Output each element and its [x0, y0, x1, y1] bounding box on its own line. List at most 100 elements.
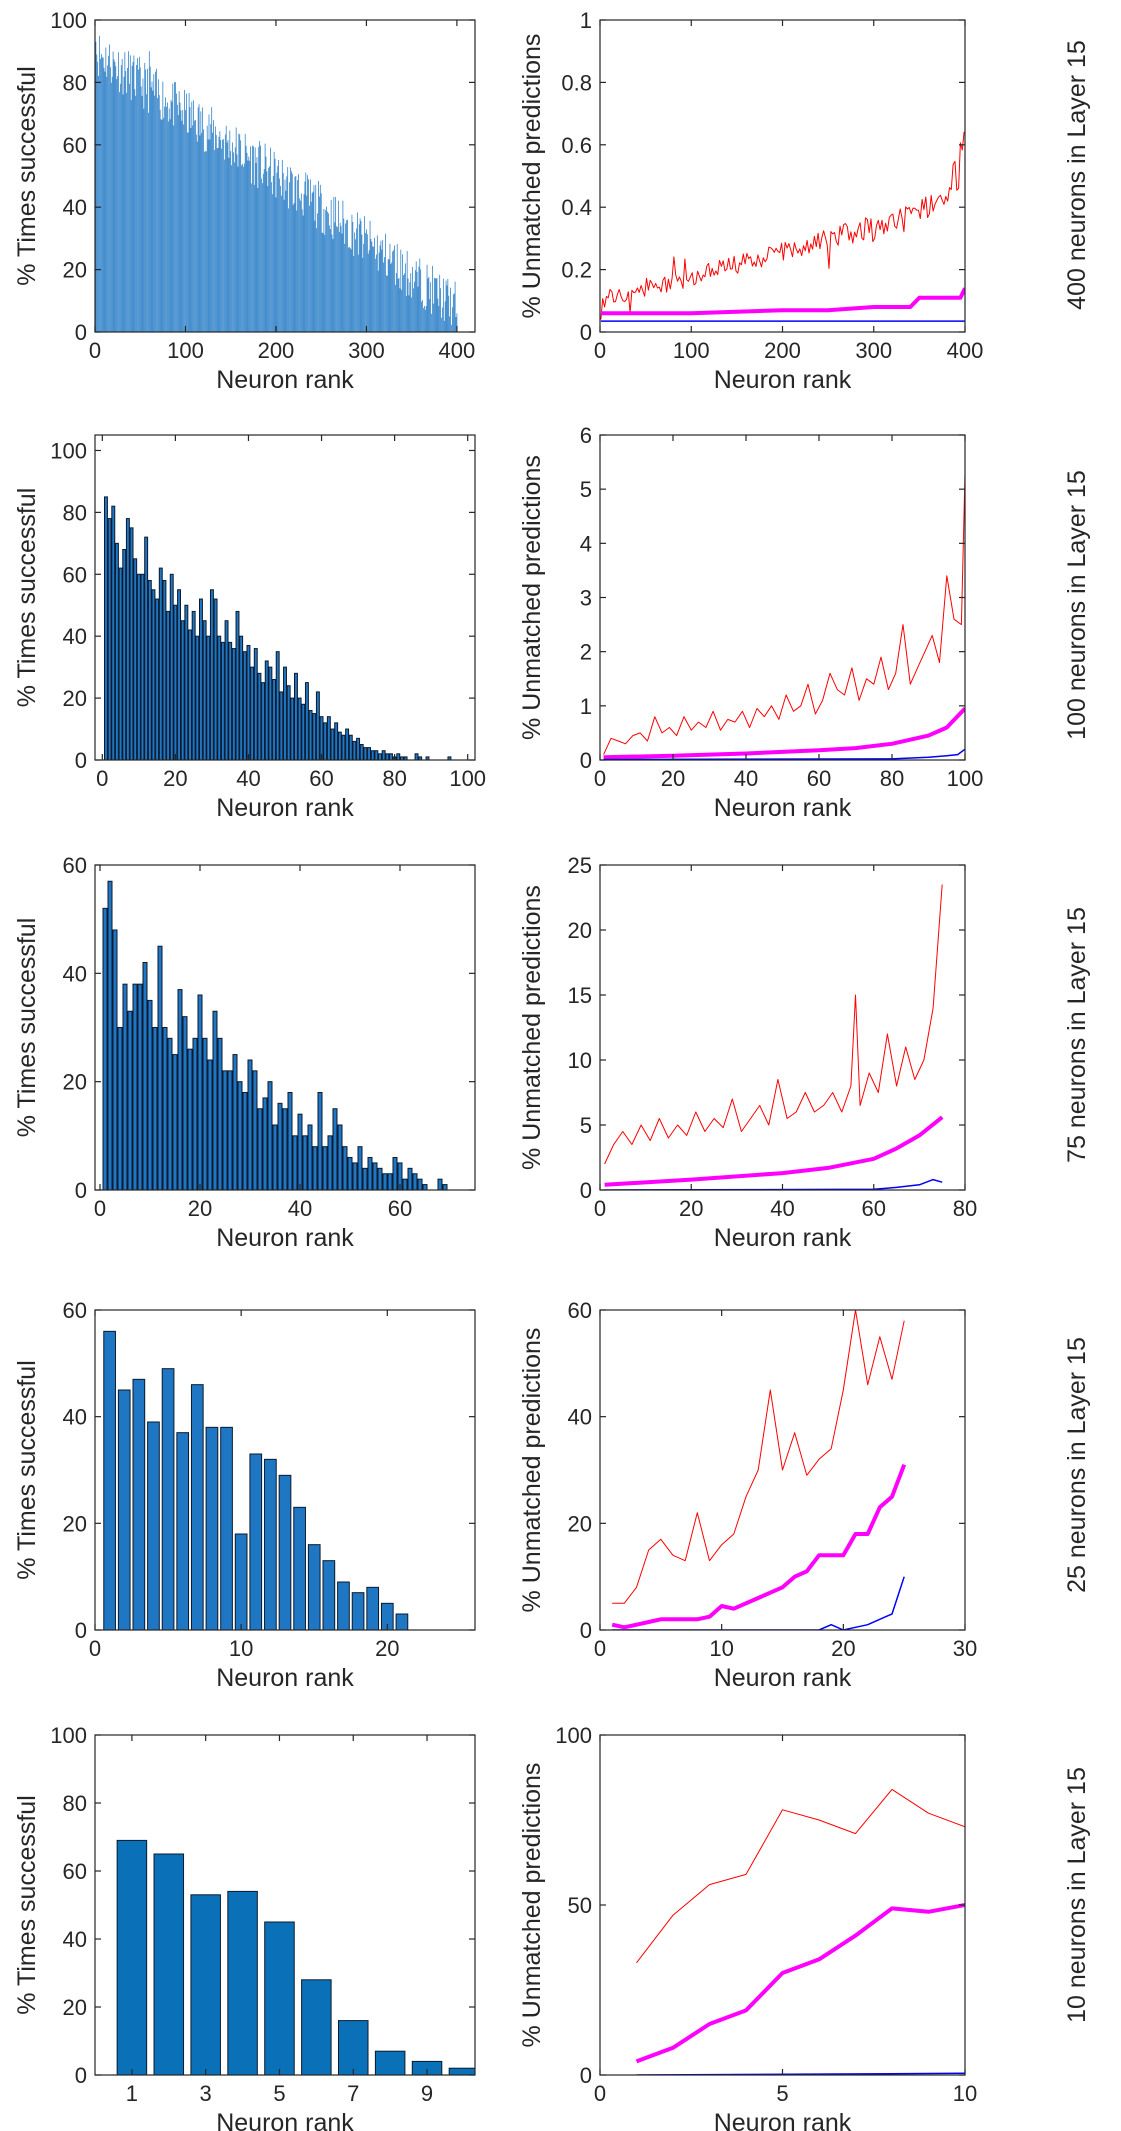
bar [423, 308, 424, 332]
bar [387, 1173, 393, 1190]
bar [304, 181, 306, 332]
bar [313, 185, 315, 332]
bar [123, 76, 125, 332]
y-tick-label: 0.2 [561, 258, 592, 283]
bar [417, 286, 419, 332]
bar [248, 156, 250, 332]
bar [426, 264, 428, 332]
bar [199, 135, 201, 332]
bar [142, 962, 148, 1190]
bar [239, 134, 241, 332]
bar [161, 119, 163, 332]
bar [132, 61, 134, 332]
bar [133, 558, 138, 760]
bar [257, 672, 262, 760]
bar [348, 734, 353, 760]
bar [176, 93, 177, 332]
bar [339, 222, 341, 332]
bar [396, 753, 401, 760]
plot-area [603, 472, 965, 760]
y-tick-label: 100 [555, 1723, 592, 1748]
bar [418, 266, 420, 332]
bar [188, 93, 190, 332]
bar [179, 102, 181, 332]
bar [150, 87, 152, 332]
bar [418, 756, 423, 760]
bar [247, 160, 249, 332]
bar [340, 226, 342, 332]
bar [271, 182, 272, 332]
x-tick-label: 100 [673, 338, 710, 363]
bar [287, 1092, 293, 1190]
bar [206, 635, 211, 760]
x-axis-label: Neuron rank [714, 1664, 852, 1692]
bar [195, 120, 196, 332]
bar [163, 118, 165, 332]
bar [351, 1592, 365, 1630]
bar [337, 2020, 369, 2075]
y-tick-label: 0 [75, 320, 87, 345]
bar [359, 744, 364, 760]
bar [122, 983, 128, 1190]
bar [141, 95, 143, 332]
bar [241, 165, 242, 332]
bar [308, 179, 309, 332]
bar [420, 269, 422, 332]
bar [149, 66, 151, 332]
bar [448, 2067, 475, 2075]
bar [211, 107, 213, 332]
bar [347, 219, 348, 332]
bar [440, 288, 441, 332]
bar [98, 75, 99, 332]
y-tick-label: 80 [63, 70, 87, 95]
y-tick-label: 0 [75, 2063, 87, 2088]
bar [217, 635, 222, 760]
bar [170, 99, 172, 332]
bar [208, 114, 210, 332]
bar [380, 1602, 394, 1630]
bar [432, 265, 433, 332]
bar [129, 55, 131, 332]
bar [448, 295, 450, 332]
panel-5: 0 20 40 60 0 20 40 60 Neuron rank % Times success… [13, 853, 476, 1252]
bar [442, 1184, 448, 1190]
bar [301, 703, 306, 760]
bar [369, 220, 371, 332]
bar [199, 598, 203, 760]
bar [242, 1092, 248, 1190]
bar [397, 278, 399, 332]
bar [186, 93, 187, 332]
bar [144, 536, 149, 760]
series-blue-line [603, 748, 965, 760]
bar [376, 254, 377, 332]
bar [140, 573, 145, 760]
x-tick-label: 60 [862, 1196, 886, 1221]
bar [315, 184, 317, 332]
row-label-2: 100 neurons in Layer 15 [1063, 470, 1091, 740]
bar [182, 110, 184, 332]
bar [106, 76, 108, 332]
bar [383, 262, 384, 332]
bar [168, 108, 170, 332]
x-tick-label: 60 [388, 1196, 412, 1221]
bar [309, 179, 311, 332]
panel-8: 0 10 20 30 0 20 40 60 Neuron rank % Unmatched pre… [518, 1298, 977, 1692]
bar [172, 1054, 178, 1190]
panel-6: 0 20 40 60 80 0 5 10 15 20 25 Neuron rank % Unmatche… [518, 853, 977, 1252]
bar [131, 65, 133, 332]
y-axis-label: % Times successful [13, 1795, 41, 2015]
x-tick-label: 100 [947, 766, 984, 791]
bar [278, 1474, 292, 1630]
panel-7: 0 10 20 0 20 40 60 Neuron rank % Times successfu… [13, 1298, 476, 1692]
bar [153, 74, 155, 332]
bar [367, 1157, 373, 1190]
bar [354, 232, 356, 332]
x-tick-label: 80 [880, 766, 904, 791]
series-red-line [604, 884, 943, 1165]
series-magenta-line [600, 287, 965, 316]
y-axis-label: % Unmatched predictions [518, 885, 546, 1170]
y-tick-label: 10 [568, 1048, 592, 1073]
bar [228, 157, 230, 332]
bar [246, 644, 251, 760]
